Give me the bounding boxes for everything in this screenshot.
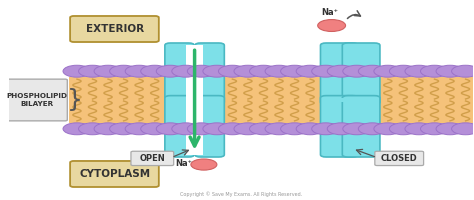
Text: PHOSPHOLIPID
BILAYER: PHOSPHOLIPID BILAYER — [7, 93, 68, 107]
FancyBboxPatch shape — [70, 161, 159, 187]
Circle shape — [125, 123, 153, 135]
Circle shape — [203, 123, 231, 135]
FancyBboxPatch shape — [342, 43, 380, 104]
Bar — [69, 77, 474, 100]
Circle shape — [420, 65, 448, 77]
FancyBboxPatch shape — [7, 79, 67, 121]
Circle shape — [94, 123, 122, 135]
Circle shape — [420, 123, 448, 135]
FancyBboxPatch shape — [342, 96, 380, 157]
Circle shape — [234, 65, 262, 77]
Circle shape — [63, 123, 91, 135]
Circle shape — [249, 123, 277, 135]
Circle shape — [343, 65, 371, 77]
FancyBboxPatch shape — [165, 96, 194, 157]
Circle shape — [141, 65, 169, 77]
Circle shape — [125, 65, 153, 77]
FancyBboxPatch shape — [165, 43, 194, 104]
Circle shape — [327, 123, 355, 135]
Circle shape — [265, 65, 293, 77]
Circle shape — [191, 159, 217, 170]
Circle shape — [358, 65, 386, 77]
FancyBboxPatch shape — [70, 16, 159, 42]
Circle shape — [296, 65, 324, 77]
Circle shape — [390, 123, 417, 135]
Circle shape — [63, 65, 91, 77]
Circle shape — [374, 123, 402, 135]
Circle shape — [452, 123, 474, 135]
Bar — [171, 98, 189, 102]
Circle shape — [219, 65, 246, 77]
FancyBboxPatch shape — [375, 151, 424, 166]
Text: OPEN: OPEN — [139, 154, 165, 163]
FancyBboxPatch shape — [320, 43, 358, 104]
Circle shape — [281, 65, 309, 77]
Text: Na⁺: Na⁺ — [321, 8, 338, 17]
Circle shape — [327, 65, 355, 77]
FancyBboxPatch shape — [320, 96, 358, 157]
Circle shape — [390, 65, 417, 77]
Bar — [348, 98, 374, 102]
Bar — [201, 98, 219, 102]
Circle shape — [109, 65, 137, 77]
Circle shape — [156, 123, 184, 135]
Circle shape — [343, 123, 371, 135]
Circle shape — [318, 20, 346, 31]
Circle shape — [79, 65, 107, 77]
Circle shape — [436, 123, 464, 135]
Circle shape — [172, 65, 200, 77]
Circle shape — [79, 123, 107, 135]
Circle shape — [109, 123, 137, 135]
Circle shape — [203, 65, 231, 77]
Text: }: } — [66, 88, 82, 112]
Circle shape — [281, 123, 309, 135]
Circle shape — [141, 123, 169, 135]
Circle shape — [405, 123, 433, 135]
Circle shape — [374, 65, 402, 77]
Circle shape — [296, 123, 324, 135]
Circle shape — [249, 65, 277, 77]
Bar — [69, 100, 474, 123]
Circle shape — [265, 123, 293, 135]
Text: EXTERIOR: EXTERIOR — [86, 24, 144, 34]
Circle shape — [312, 65, 339, 77]
Circle shape — [187, 123, 215, 135]
Circle shape — [219, 123, 246, 135]
Circle shape — [187, 65, 215, 77]
Circle shape — [436, 65, 464, 77]
Circle shape — [452, 65, 474, 77]
FancyBboxPatch shape — [195, 96, 224, 157]
Bar — [326, 98, 353, 102]
Circle shape — [172, 123, 200, 135]
Circle shape — [312, 123, 339, 135]
Circle shape — [94, 65, 122, 77]
Text: Copyright © Save My Exams. All Rights Reserved.: Copyright © Save My Exams. All Rights Re… — [180, 191, 302, 197]
Text: CLOSED: CLOSED — [381, 154, 418, 163]
Text: Na⁺: Na⁺ — [175, 159, 192, 168]
Text: CYTOPLASM: CYTOPLASM — [79, 169, 150, 179]
FancyBboxPatch shape — [131, 151, 173, 166]
Circle shape — [358, 123, 386, 135]
Bar — [186, 45, 203, 155]
Circle shape — [156, 65, 184, 77]
Circle shape — [234, 123, 262, 135]
Circle shape — [405, 65, 433, 77]
FancyBboxPatch shape — [195, 43, 224, 104]
